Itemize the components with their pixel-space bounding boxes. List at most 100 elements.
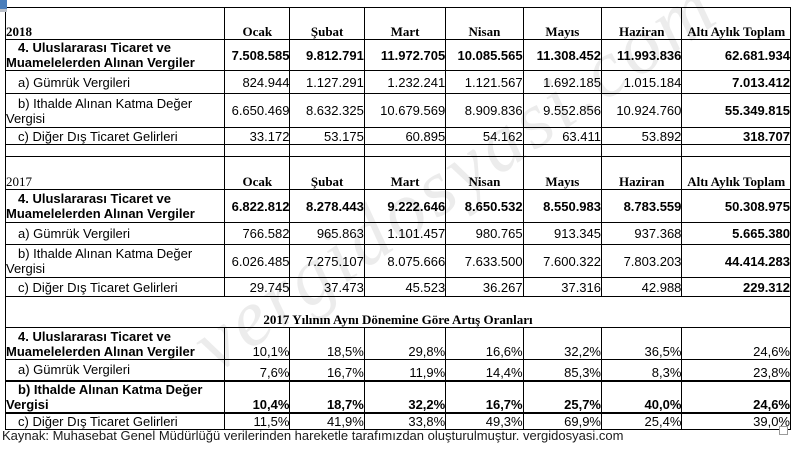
table-row: 2017 Ocak Şubat Mart Nisan Mayıs Haziran… bbox=[4, 156, 791, 190]
year-header-2017: 2017 bbox=[4, 156, 226, 190]
percent-cell: 11,9% bbox=[363, 359, 447, 381]
year-header-2018: 2018 bbox=[4, 7, 226, 40]
value-cell: 11.972.705 bbox=[363, 39, 447, 71]
total-cell: 5.665.380 bbox=[681, 222, 791, 245]
value-cell: 1.127.291 bbox=[289, 70, 365, 94]
percent-cell: 69,9% bbox=[522, 412, 603, 430]
row-label: c) Diğer Dış Ticaret Gelirleri bbox=[4, 127, 226, 145]
table-row: 4. Uluslararası Ticaret ve Muamelelerden… bbox=[4, 327, 791, 360]
value-cell: 45.523 bbox=[363, 277, 447, 297]
month-header: Mart bbox=[363, 7, 447, 40]
percent-total-cell: 23,8% bbox=[681, 359, 791, 381]
percent-cell: 40,0% bbox=[600, 379, 683, 414]
table-row: a) Gümrük Vergileri 766.582 965.863 1.10… bbox=[4, 222, 791, 245]
spacer-cell bbox=[600, 144, 683, 157]
spacer-cell bbox=[522, 144, 603, 157]
total-cell: 62.681.934 bbox=[681, 39, 791, 71]
spacer-cell bbox=[224, 144, 291, 157]
percent-cell: 49,3% bbox=[445, 412, 524, 430]
spacer-cell bbox=[4, 144, 226, 157]
row-label: 4. Uluslararası Ticaret ve Muamelelerden… bbox=[4, 189, 226, 223]
percent-cell: 85,3% bbox=[522, 359, 603, 381]
value-cell: 1.692.185 bbox=[522, 70, 603, 94]
value-cell: 1.015.184 bbox=[600, 70, 683, 94]
value-cell: 980.765 bbox=[445, 222, 524, 245]
percent-cell: 32,2% bbox=[363, 379, 447, 414]
percent-total-cell: 39,0% bbox=[681, 412, 791, 430]
table-resize-handle-icon[interactable] bbox=[779, 426, 788, 435]
value-cell: 54.162 bbox=[445, 127, 524, 145]
table-row: 2018 Ocak Şubat Mart Nisan Mayıs Haziran… bbox=[4, 7, 791, 40]
percent-total-cell: 24,6% bbox=[681, 327, 791, 360]
growth-section-title: 2017 Yılının Aynı Dönemine Göre Artış Or… bbox=[5, 296, 791, 328]
value-cell: 6.822.812 bbox=[224, 189, 291, 223]
value-cell: 1.101.457 bbox=[363, 222, 447, 245]
month-header: Haziran bbox=[600, 156, 683, 190]
month-header: Mayıs bbox=[522, 156, 603, 190]
row-label: 4. Uluslararası Ticaret ve Muamelelerden… bbox=[4, 39, 226, 71]
value-cell: 10.924.760 bbox=[600, 93, 683, 128]
value-cell: 7.275.107 bbox=[289, 244, 365, 278]
value-cell: 10.679.569 bbox=[363, 93, 447, 128]
value-cell: 8.075.666 bbox=[363, 244, 447, 278]
value-cell: 8.632.325 bbox=[289, 93, 365, 128]
spacer-cell bbox=[681, 144, 791, 157]
value-cell: 8.783.559 bbox=[600, 189, 683, 223]
total-cell: 318.707 bbox=[681, 127, 791, 145]
spacer-cell bbox=[289, 144, 365, 157]
month-header: Mart bbox=[363, 156, 447, 190]
percent-cell: 14,4% bbox=[445, 359, 524, 381]
month-header: Ocak bbox=[224, 7, 291, 40]
value-cell: 8.909.836 bbox=[445, 93, 524, 128]
total-cell: 44.414.283 bbox=[681, 244, 791, 278]
table-row: c) Diğer Dış Ticaret Gelirleri 33.172 53… bbox=[4, 127, 791, 145]
value-cell: 7.633.500 bbox=[445, 244, 524, 278]
table-row: b) Ithalde Alınan Katma Değer Vergisi 10… bbox=[4, 379, 791, 414]
percent-cell: 8,3% bbox=[600, 359, 683, 381]
table-row: c) Diğer Dış Ticaret Gelirleri 29.745 37… bbox=[4, 277, 791, 297]
value-cell: 824.944 bbox=[224, 70, 291, 94]
row-label: a) Gümrük Vergileri bbox=[4, 222, 226, 245]
total-column-header: Altı Aylık Toplam bbox=[681, 156, 791, 190]
total-cell: 7.013.412 bbox=[681, 70, 791, 94]
percent-cell: 25,4% bbox=[600, 412, 683, 430]
value-cell: 766.582 bbox=[224, 222, 291, 245]
percent-cell: 7,6% bbox=[224, 359, 291, 381]
value-cell: 37.316 bbox=[522, 277, 603, 297]
table-row: a) Gümrük Vergileri 824.944 1.127.291 1.… bbox=[4, 70, 791, 94]
value-cell: 9.812.791 bbox=[289, 39, 365, 71]
value-cell: 53.892 bbox=[600, 127, 683, 145]
month-header: Nisan bbox=[445, 156, 524, 190]
value-cell: 10.085.565 bbox=[445, 39, 524, 71]
value-cell: 8.550.983 bbox=[522, 189, 603, 223]
object-anchor-icon bbox=[0, 0, 7, 12]
row-label: c) Diğer Dış Ticaret Gelirleri bbox=[4, 277, 226, 297]
value-cell: 33.172 bbox=[224, 127, 291, 145]
value-cell: 11.993.836 bbox=[600, 39, 683, 71]
percent-cell: 36,5% bbox=[600, 327, 683, 360]
value-cell: 937.368 bbox=[600, 222, 683, 245]
total-cell: 229.312 bbox=[681, 277, 791, 297]
month-header: Şubat bbox=[289, 156, 365, 190]
value-cell: 36.267 bbox=[445, 277, 524, 297]
percent-cell: 32,2% bbox=[522, 327, 603, 360]
total-cell: 50.308.975 bbox=[681, 189, 791, 223]
spacer-row bbox=[4, 144, 791, 157]
table-row: 4. Uluslararası Ticaret ve Muamelelerden… bbox=[4, 189, 791, 223]
spacer-cell bbox=[363, 144, 447, 157]
total-column-header: Altı Aylık Toplam bbox=[681, 7, 791, 40]
value-cell: 9.552.856 bbox=[522, 93, 603, 128]
source-note: Kaynak: Muhasebat Genel Müdürlüğü verile… bbox=[2, 428, 624, 443]
month-header: Mayıs bbox=[522, 7, 603, 40]
percent-cell: 10,4% bbox=[224, 379, 291, 414]
table-row: 4. Uluslararası Ticaret ve Muamelelerden… bbox=[4, 39, 791, 71]
value-cell: 965.863 bbox=[289, 222, 365, 245]
value-cell: 1.121.567 bbox=[445, 70, 524, 94]
row-label: 4. Uluslararası Ticaret ve Muamelelerden… bbox=[4, 327, 226, 360]
value-cell: 1.232.241 bbox=[363, 70, 447, 94]
percent-cell: 16,7% bbox=[289, 359, 365, 381]
percent-cell: 16,7% bbox=[445, 379, 524, 414]
month-header: Nisan bbox=[445, 7, 524, 40]
table-row: 2017 Yılının Aynı Dönemine Göre Artış Or… bbox=[5, 296, 791, 328]
table-row: c) Diğer Dış Ticaret Gelirleri 11,5% 41,… bbox=[4, 412, 791, 430]
